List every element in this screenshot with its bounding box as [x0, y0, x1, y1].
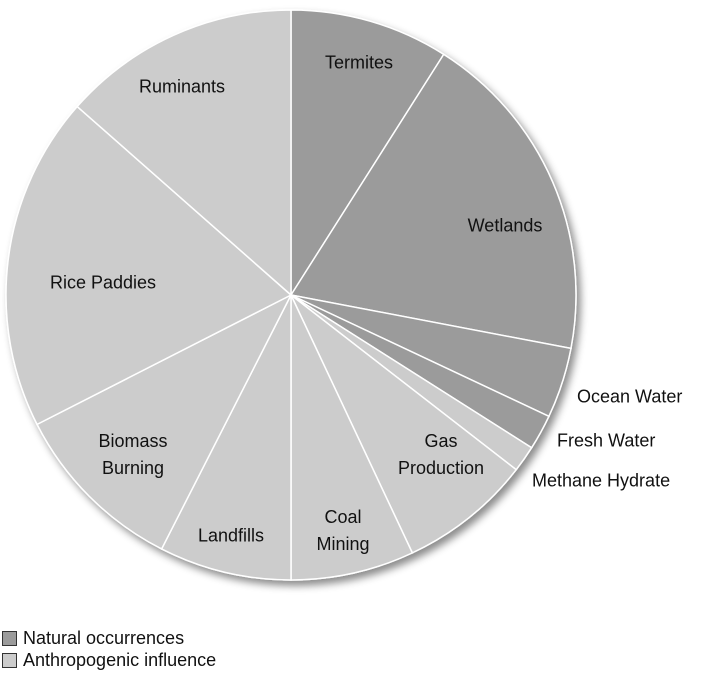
pie-slice [36, 293, 293, 550]
pie-slice [290, 294, 414, 581]
legend-swatch [2, 653, 17, 668]
legend-entry: Anthropogenic influence [2, 650, 216, 671]
pie-slice [160, 294, 292, 581]
slice-label: Ruminants [138, 76, 226, 97]
slice-label: Coal Mining [316, 507, 370, 554]
slice-label: Methane Hydrate [532, 470, 671, 491]
slice-label: Rice Paddies [49, 272, 157, 293]
slice-label: Biomass Burning [98, 431, 168, 478]
slice-label: Gas Production [397, 431, 485, 478]
legend-label: Natural occurrences [23, 628, 185, 648]
slice-label: Termites [324, 52, 394, 73]
slice-label: Fresh Water [557, 430, 656, 451]
pie-slice [5, 105, 293, 426]
pie [5, 9, 577, 581]
legend-entry: Natural occurrences [2, 628, 184, 649]
pie-slice [290, 9, 445, 298]
slice-label: Landfills [197, 525, 265, 546]
legend-swatch [2, 631, 17, 646]
pie-slice [76, 9, 292, 297]
legend-label: Anthropogenic influence [23, 650, 217, 670]
slice-label: Wetlands [467, 215, 543, 236]
pie-slice [289, 53, 577, 350]
slice-label: Ocean Water [577, 386, 683, 407]
pie-slice [290, 294, 518, 554]
